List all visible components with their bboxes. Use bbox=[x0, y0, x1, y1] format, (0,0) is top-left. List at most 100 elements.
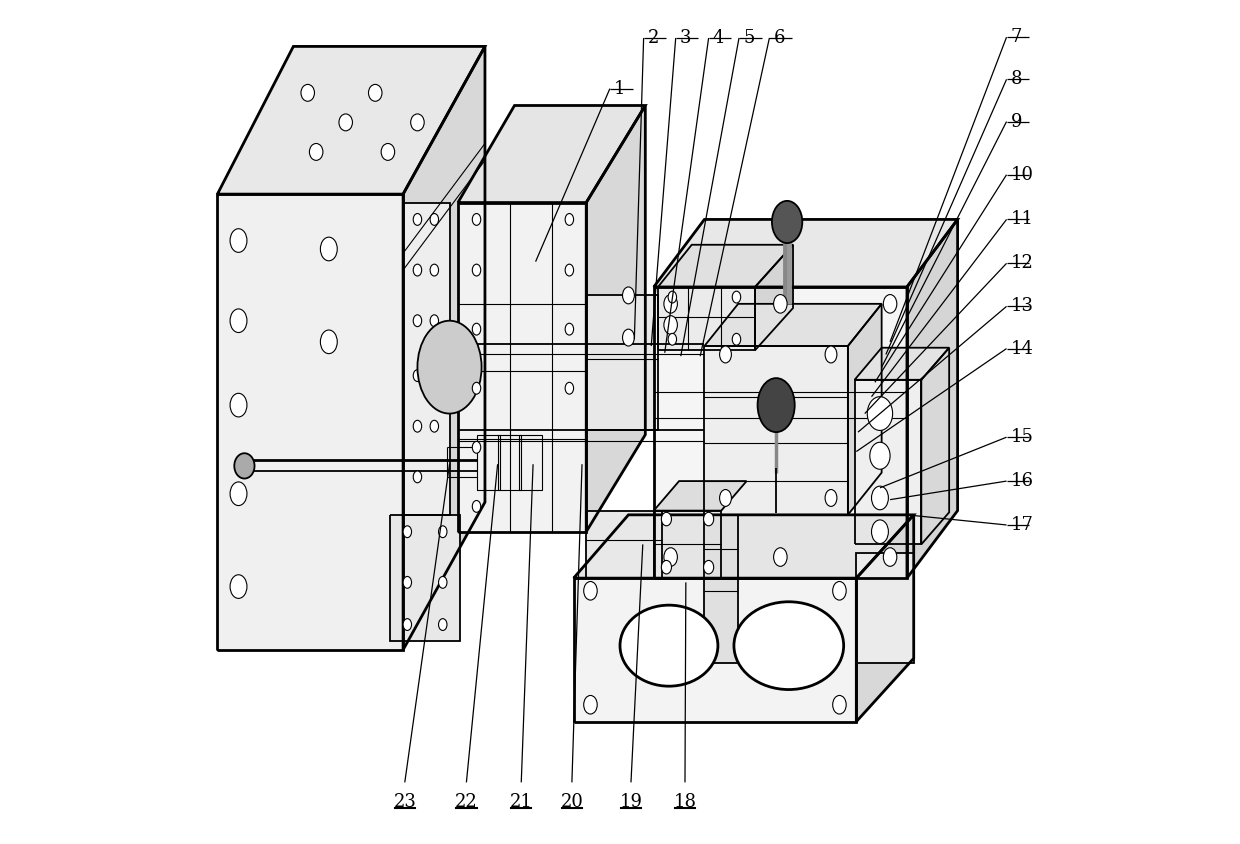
Text: 7: 7 bbox=[1011, 28, 1022, 46]
Ellipse shape bbox=[719, 346, 732, 363]
Text: 2: 2 bbox=[647, 29, 660, 47]
Ellipse shape bbox=[301, 84, 315, 101]
Polygon shape bbox=[497, 435, 521, 490]
Polygon shape bbox=[217, 46, 485, 194]
Ellipse shape bbox=[703, 560, 714, 574]
Ellipse shape bbox=[622, 329, 635, 346]
Polygon shape bbox=[476, 435, 500, 490]
Ellipse shape bbox=[661, 560, 672, 574]
Ellipse shape bbox=[439, 526, 446, 538]
Polygon shape bbox=[857, 553, 914, 663]
Ellipse shape bbox=[439, 576, 446, 588]
Text: 23: 23 bbox=[393, 793, 417, 811]
Polygon shape bbox=[704, 346, 848, 515]
Text: 18: 18 bbox=[673, 793, 697, 811]
Ellipse shape bbox=[733, 333, 740, 345]
Ellipse shape bbox=[430, 370, 439, 381]
Text: 22: 22 bbox=[455, 793, 477, 811]
Text: 1: 1 bbox=[614, 79, 626, 98]
Ellipse shape bbox=[430, 214, 439, 225]
Ellipse shape bbox=[661, 512, 672, 526]
Ellipse shape bbox=[430, 264, 439, 276]
Ellipse shape bbox=[413, 471, 422, 483]
Text: 21: 21 bbox=[510, 793, 533, 811]
Text: 6: 6 bbox=[774, 29, 785, 47]
Polygon shape bbox=[658, 287, 755, 350]
Ellipse shape bbox=[439, 619, 446, 630]
Text: 9: 9 bbox=[1011, 112, 1022, 131]
Ellipse shape bbox=[872, 520, 888, 544]
Ellipse shape bbox=[883, 548, 897, 566]
Ellipse shape bbox=[320, 330, 337, 354]
Ellipse shape bbox=[413, 420, 422, 432]
Ellipse shape bbox=[733, 291, 740, 303]
Ellipse shape bbox=[472, 382, 481, 394]
Polygon shape bbox=[704, 304, 882, 346]
Ellipse shape bbox=[403, 526, 412, 538]
Ellipse shape bbox=[413, 315, 422, 327]
Text: 8: 8 bbox=[1011, 70, 1022, 89]
Text: 20: 20 bbox=[560, 793, 583, 811]
Ellipse shape bbox=[620, 605, 718, 686]
Text: 10: 10 bbox=[1011, 165, 1034, 184]
Ellipse shape bbox=[833, 695, 846, 714]
Ellipse shape bbox=[833, 582, 846, 600]
Polygon shape bbox=[587, 295, 658, 430]
Ellipse shape bbox=[381, 143, 394, 160]
Ellipse shape bbox=[403, 619, 412, 630]
Ellipse shape bbox=[584, 582, 598, 600]
Ellipse shape bbox=[410, 114, 424, 131]
Ellipse shape bbox=[472, 441, 481, 453]
Ellipse shape bbox=[663, 295, 677, 313]
Ellipse shape bbox=[430, 315, 439, 327]
Polygon shape bbox=[854, 380, 921, 544]
Ellipse shape bbox=[231, 309, 247, 333]
Ellipse shape bbox=[825, 346, 837, 363]
Polygon shape bbox=[518, 435, 542, 490]
Ellipse shape bbox=[472, 214, 481, 225]
Ellipse shape bbox=[734, 602, 843, 690]
Ellipse shape bbox=[703, 512, 714, 526]
Text: 11: 11 bbox=[1011, 210, 1034, 229]
Text: 16: 16 bbox=[1011, 472, 1034, 490]
Polygon shape bbox=[587, 106, 645, 532]
Ellipse shape bbox=[339, 114, 352, 131]
Polygon shape bbox=[854, 348, 949, 380]
Ellipse shape bbox=[774, 295, 787, 313]
Polygon shape bbox=[848, 304, 882, 515]
Text: 17: 17 bbox=[1011, 516, 1034, 534]
Ellipse shape bbox=[565, 214, 574, 225]
Ellipse shape bbox=[472, 500, 481, 512]
Text: 5: 5 bbox=[743, 29, 755, 47]
Ellipse shape bbox=[584, 695, 598, 714]
Text: 3: 3 bbox=[680, 29, 692, 47]
Polygon shape bbox=[653, 511, 722, 578]
Ellipse shape bbox=[231, 482, 247, 506]
Ellipse shape bbox=[413, 264, 422, 276]
Ellipse shape bbox=[413, 370, 422, 381]
Ellipse shape bbox=[867, 397, 893, 430]
Ellipse shape bbox=[368, 84, 382, 101]
Polygon shape bbox=[857, 515, 914, 722]
Ellipse shape bbox=[565, 264, 574, 276]
Ellipse shape bbox=[883, 295, 897, 313]
Polygon shape bbox=[587, 511, 662, 578]
Ellipse shape bbox=[565, 382, 574, 394]
Text: 14: 14 bbox=[1011, 339, 1034, 358]
Polygon shape bbox=[704, 515, 738, 663]
Ellipse shape bbox=[825, 490, 837, 506]
Polygon shape bbox=[906, 219, 957, 578]
Ellipse shape bbox=[663, 548, 677, 566]
Ellipse shape bbox=[430, 420, 439, 432]
Ellipse shape bbox=[231, 575, 247, 598]
Ellipse shape bbox=[668, 291, 677, 303]
Polygon shape bbox=[921, 348, 949, 544]
Ellipse shape bbox=[472, 264, 481, 276]
Ellipse shape bbox=[668, 333, 677, 345]
Polygon shape bbox=[574, 515, 914, 578]
Ellipse shape bbox=[234, 453, 254, 479]
Polygon shape bbox=[574, 578, 857, 722]
Ellipse shape bbox=[719, 490, 732, 506]
Ellipse shape bbox=[418, 321, 481, 414]
Ellipse shape bbox=[472, 323, 481, 335]
